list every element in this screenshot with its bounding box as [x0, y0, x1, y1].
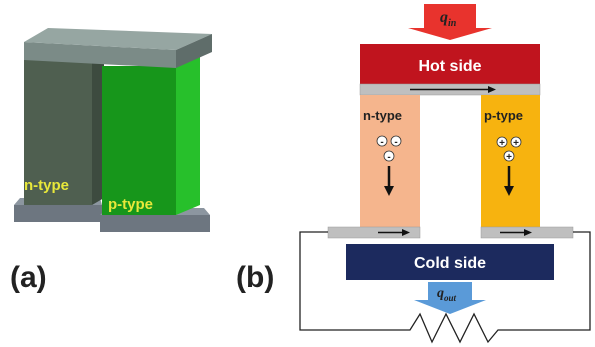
n-leg-3d-side	[92, 48, 104, 205]
svg-text:-: -	[387, 152, 390, 163]
top-bar-3d-top	[24, 28, 212, 50]
p-leg-3d-front	[102, 66, 176, 215]
hot-side-block	[360, 44, 540, 84]
p-type-3d-label: p-type	[108, 196, 153, 213]
hot-side-label: Hot side	[418, 58, 481, 75]
hole-carriers: + + +	[496, 136, 522, 163]
n-type-carrier-arrow	[384, 166, 394, 196]
top-bar-3d-front	[24, 42, 176, 68]
electron-carriers: - - -	[376, 135, 402, 163]
p-leg-base-pad	[100, 215, 210, 232]
p-type-leg-label: p-type	[484, 108, 523, 123]
external-circuit-wire	[299, 231, 591, 344]
panel-b-label: (b)	[236, 261, 274, 294]
cold-side-label: Cold side	[414, 255, 486, 272]
p-leg-3d-side	[176, 48, 200, 215]
panel-b-schematic: qin Hot side n-type - - - p-type +	[236, 4, 591, 344]
panel-a-3d-module: n-type p-type (a)	[10, 28, 212, 294]
q-in-label: qin	[440, 9, 457, 29]
cold-side-block	[346, 244, 554, 280]
n-type-leg-label: n-type	[363, 108, 402, 123]
p-type-carrier-arrow	[504, 166, 514, 196]
svg-text:+: +	[506, 152, 512, 163]
svg-text:-: -	[380, 137, 383, 148]
q-out-arrow: qout	[414, 282, 486, 314]
n-leg-3d-front	[24, 58, 92, 205]
panel-a-label: (a)	[10, 261, 47, 294]
q-out-label: qout	[437, 286, 457, 303]
svg-text:-: -	[394, 137, 397, 148]
top-bar-3d-side	[176, 34, 212, 68]
n-type-3d-label: n-type	[24, 177, 69, 194]
svg-text:+: +	[513, 138, 519, 149]
n-leg-base-pad	[14, 205, 102, 222]
q-in-arrow: qin	[408, 4, 492, 40]
svg-text:+: +	[499, 138, 505, 149]
